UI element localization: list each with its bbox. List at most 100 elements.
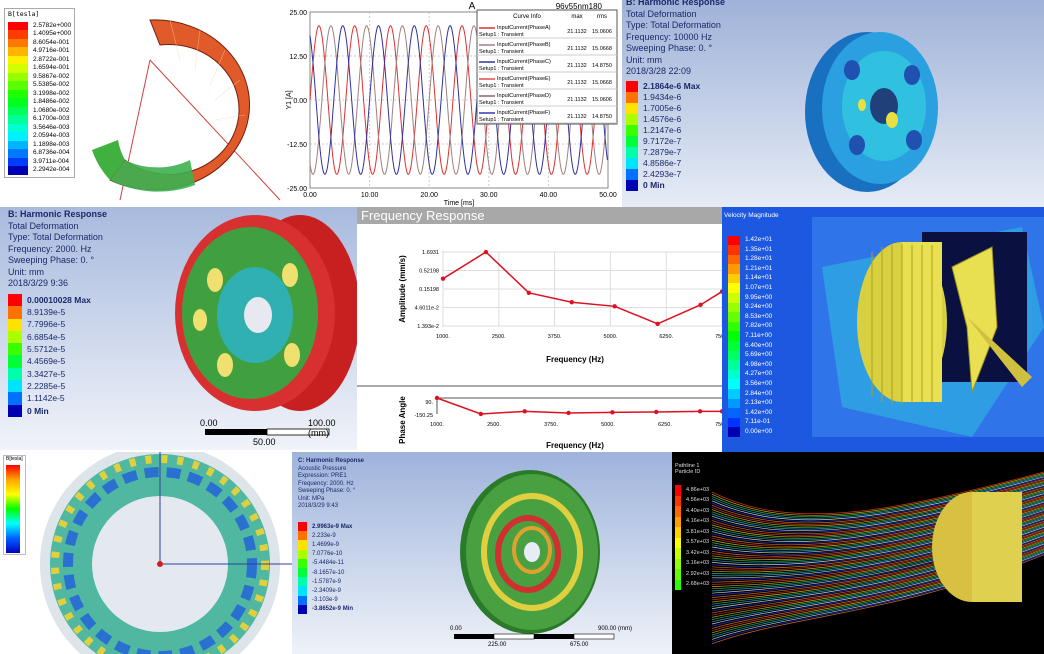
chart-title: A (469, 1, 476, 12)
legend-value: 1.35e+01 (745, 245, 773, 253)
legend-value: 2.13e+00 (745, 399, 773, 407)
x-tick-label: 3750. (548, 334, 562, 340)
legend-entry: 4.4569e-5 (8, 355, 91, 368)
result-info-line: Acoustic Pressure (298, 465, 347, 472)
legend-value: 5.5712e-5 (27, 344, 66, 355)
legend-entry: 7.7996e-5 (8, 318, 91, 331)
legend-value: 2.2285e-5 (27, 380, 66, 391)
legend-entry: 2.2942e-004 (8, 166, 71, 175)
pressure-legend: 2.9963e-9 Max 2.233e-9 1.4699e-9 7.0776e-10… (298, 522, 353, 614)
harmonic-10000-panel: B: Harmonic Response Total Deformation Typ… (622, 0, 1044, 207)
legend-swatch (626, 114, 638, 125)
legend-swatch (8, 47, 28, 56)
y-tick-label: -150.25 (414, 413, 433, 419)
legend-value: 1.14e+01 (745, 274, 773, 282)
x-tick-label: 7500. (715, 422, 722, 428)
legend-value: 1.9434e-6 (643, 92, 682, 103)
legend-entry: 7.82e+00 (728, 321, 779, 332)
legend-entry: 5.5712e-5 (8, 343, 91, 356)
legend-value: -2.3409e-9 (312, 587, 342, 594)
legend-swatch (626, 103, 638, 114)
legend-box (476, 9, 618, 125)
legend-swatch (298, 595, 307, 605)
legend-entry: 1.0680e-002 (8, 106, 71, 115)
legend-entry: -2.3409e-9 (298, 586, 353, 596)
legend-value: 0 Min (643, 180, 665, 191)
legend-value: 3.3427e-5 (27, 368, 66, 379)
legend-entry: 2.13e+00 (728, 398, 779, 409)
legend-entry: 1.4576e-6 (626, 114, 700, 125)
amplitude-point (440, 276, 446, 281)
x-tick-label: 10.00 (361, 192, 379, 199)
y-tick-label: 1.6931 (422, 250, 439, 256)
legend-value: 1.7005e-6 (643, 103, 682, 114)
legend-max: 21.1132 (567, 63, 586, 69)
pathline (711, 476, 1044, 521)
legend-swatch (728, 369, 740, 380)
scale-bar-white (266, 428, 330, 436)
legend-value: 2.8722e-001 (33, 55, 70, 63)
legend-colorbar (6, 465, 20, 553)
legend-entry: 4.8586e-7 (626, 158, 700, 169)
legend-subtitle: Particle ID (675, 468, 701, 475)
legend-swatch (728, 350, 740, 361)
legend-swatch (728, 273, 740, 284)
legend-value: 5.69e+00 (745, 351, 773, 359)
legend-entry: 7.0776e-10 (298, 549, 353, 559)
legend-title: B[tesla] (8, 10, 40, 18)
legend-swatch (8, 343, 22, 356)
legend-entry: 2.0594e-003 (8, 132, 71, 141)
y-tick-label: -25.00 (287, 186, 307, 193)
legend-value: 8.9139e-5 (27, 307, 66, 318)
legend-entry: 2.9963e-9 Max (298, 522, 353, 532)
pathline (711, 474, 1044, 518)
legend-entry: 7.11e+00 (728, 331, 779, 342)
y-axis-label: Phase Angle (398, 396, 407, 444)
legend-entry: 0.00e+00 (728, 427, 779, 437)
legend-entry: 9.5867e-002 (8, 72, 71, 81)
legend-value: -5.4484e-11 (312, 560, 344, 567)
legend-entry: 5.69e+00 (728, 350, 779, 361)
legend-value: 4.56e+03 (686, 497, 710, 503)
legend-value: 2.9963e-9 Max (312, 523, 353, 530)
legend-entry: 1.21e+01 (728, 264, 779, 274)
legend-series-name: InputCurrent(PhaseC) (497, 59, 551, 65)
x-axis-label: Frequency (Hz) (546, 441, 604, 450)
legend-max: 21.1132 (567, 46, 586, 52)
legend-swatch (298, 577, 307, 587)
legend-series-sub: Setup1 : Transient (479, 100, 524, 106)
phase-point (719, 409, 722, 414)
legend-rms: 15.0668 (592, 46, 612, 52)
legend-value: -3.8652e-9 Min (312, 606, 354, 613)
phase-point (610, 410, 615, 415)
series-line (309, 25, 608, 175)
legend-swatch (626, 180, 638, 191)
phase-current-chart: A 96v55nm180 25.00 12.50 0.00 -12.50 -25.00 0.0… (282, 0, 622, 207)
legend-swatch (8, 64, 28, 73)
result-info-line: Unit: mm (8, 266, 44, 277)
legend-swatch (298, 522, 307, 532)
amplitude-point (698, 302, 703, 308)
legend-entry: 3.81e+03 (675, 527, 709, 538)
legend-swatch (8, 30, 28, 39)
pathline (711, 475, 1044, 519)
legend-entry: 3.57e+03 (675, 537, 709, 548)
legend-value: 9.95e+00 (745, 293, 773, 301)
legend-value: 9.5867e-002 (33, 72, 70, 80)
legend-swatch (675, 548, 681, 559)
stator-ring-render (40, 452, 292, 654)
legend-series-name: InputCurrent(PhaseB) (497, 42, 551, 48)
legend-value: 2.4293e-7 (643, 169, 682, 180)
legend-value: 1.42e+00 (745, 408, 773, 416)
result-info-line: Frequency: 2000. Hz (298, 480, 354, 487)
legend-entry: 4.16e+03 (675, 516, 709, 527)
legend-value: 0 Min (27, 405, 49, 416)
legend-value: 1.07e+01 (745, 284, 773, 292)
legend-series-name: InputCurrent(PhaseF) (497, 110, 550, 116)
legend-entry: -5.4484e-11 (298, 558, 353, 568)
legend-value: 2.1864e-6 Max (643, 81, 701, 92)
red-wheel-render (175, 215, 357, 436)
legend-entry: 1.07e+01 (728, 283, 779, 294)
legend-value: 0.00010028 Max (27, 294, 91, 305)
phase-point (654, 409, 659, 415)
